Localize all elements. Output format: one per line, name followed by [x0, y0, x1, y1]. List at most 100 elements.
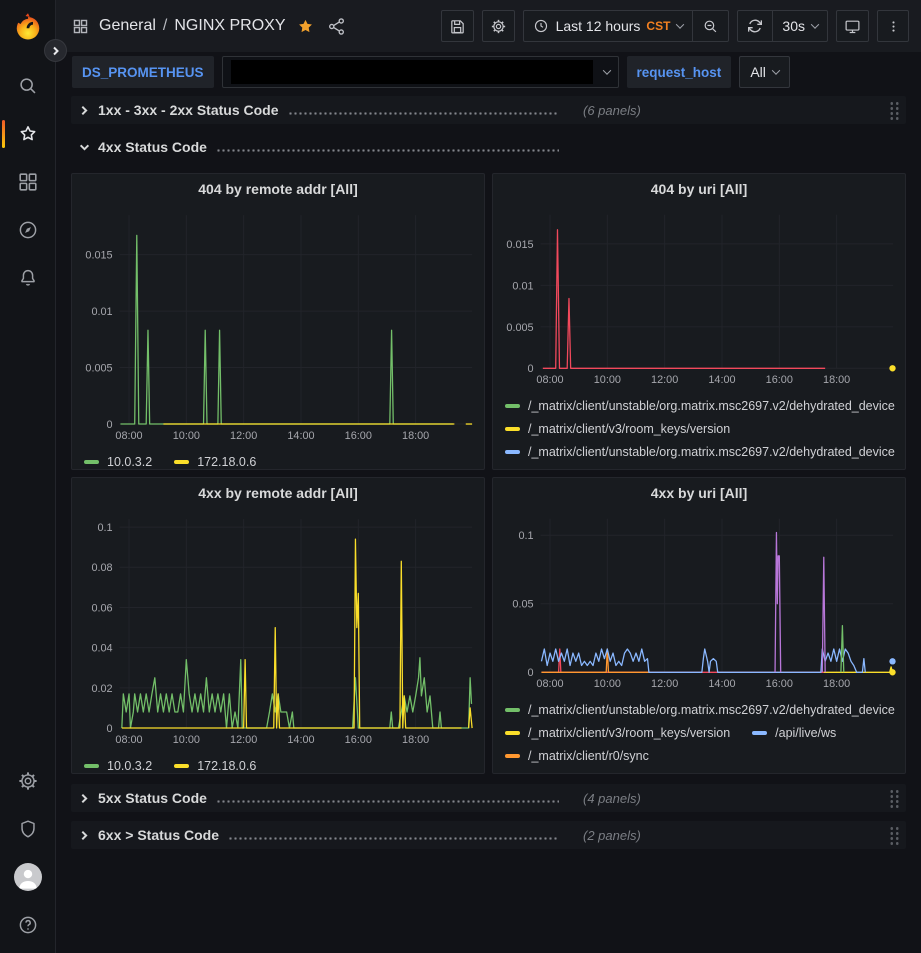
svg-text:0.005: 0.005	[85, 363, 112, 375]
legend-item[interactable]: /sw.js	[752, 468, 806, 470]
row-5xx[interactable]: 5xx Status Code (4 panels)	[71, 784, 906, 812]
sidebar-item-dashboards[interactable]	[0, 158, 55, 206]
legend-row: 10.0.3.2 172.18.0.6	[84, 754, 472, 773]
legend-item[interactable]: /_matrix/client/unstable/org.matrix.msc2…	[505, 399, 895, 413]
row-1xx-3xx-2xx[interactable]: 1xx - 3xx - 2xx Status Code (6 panels)	[71, 96, 906, 124]
user-icon	[18, 869, 37, 889]
legend-label: /_matrix/client/v3/room_keys/version	[528, 725, 731, 740]
share-dashboard-button[interactable]	[327, 17, 346, 36]
zoom-out-time-button[interactable]	[693, 11, 728, 41]
datasource-variable-select[interactable]	[221, 56, 619, 88]
sidebar-item-configuration[interactable]	[0, 757, 55, 805]
svg-text:12:00: 12:00	[230, 734, 257, 746]
legend-label: 10.0.3.2	[107, 758, 153, 773]
svg-text:08:00: 08:00	[536, 678, 563, 690]
legend-row: /_matrix/client/unstable/org.matrix.msc2…	[505, 394, 895, 417]
svg-text:08:00: 08:00	[115, 430, 142, 442]
legend-swatch-icon	[174, 459, 190, 464]
row-4xx[interactable]: 4xx Status Code	[71, 133, 906, 161]
save-dashboard-button[interactable]	[440, 10, 474, 42]
grafana-logo[interactable]	[11, 10, 45, 44]
row-6xx[interactable]: 6xx > Status Code (2 panels)	[71, 821, 906, 849]
gear-icon	[491, 19, 505, 33]
legend-item[interactable]: /api/live/ws	[752, 726, 836, 740]
dashboard-grid-icon	[72, 18, 89, 35]
legend-row: /_matrix/client/v3/room_keys/version/sw.…	[505, 463, 893, 470]
svg-text:0: 0	[107, 419, 113, 431]
time-series-chart[interactable]: 08:00 10:00 12:00 14:00 16:00 18:00 0 0.05 0.1	[495, 508, 903, 693]
top-navbar: General / NGINX PROXY	[56, 0, 921, 52]
time-series-chart[interactable]: 08:00 10:00 12:00 14:00 16:00 18:00 0 0.02 0.04 0…	[74, 508, 482, 749]
more-options-button[interactable]	[877, 10, 909, 42]
legend-item[interactable]: 10.0.3.2	[84, 455, 152, 469]
share-alt-icon	[328, 17, 344, 35]
legend-item[interactable]: /_matrix/client/v3/room_keys/version	[505, 422, 730, 436]
legend-item[interactable]: /_matrix/client/v3/room_keys/version	[505, 726, 730, 740]
dashboard-settings-button[interactable]	[481, 10, 515, 42]
row-drag-handle[interactable]	[889, 825, 900, 845]
legend-item[interactable]: 172.18.0.6	[174, 759, 256, 773]
sidebar-item-server-admin[interactable]	[0, 805, 55, 853]
legend-item[interactable]: /_matrix/client/unstable/org.matrix.msc2…	[505, 445, 895, 459]
svg-text:10:00: 10:00	[173, 430, 200, 442]
legend-label: /_matrix/client/unstable/org.matrix.msc2…	[528, 398, 895, 413]
svg-text:14:00: 14:00	[708, 678, 735, 690]
panel-legend: /_matrix/client/unstable/org.matrix.msc2…	[493, 698, 905, 773]
legend-label: /sw.js	[775, 468, 806, 470]
sidebar-item-help[interactable]	[0, 901, 55, 949]
legend-row: /_matrix/client/unstable/org.matrix.msc2…	[505, 440, 895, 463]
sidebar	[0, 0, 56, 953]
breadcrumb-section[interactable]: General	[99, 17, 156, 34]
panel-title[interactable]: 4xx by remote addr [All]	[198, 485, 358, 501]
chevron-down-icon	[602, 66, 611, 75]
bell-icon	[20, 269, 35, 286]
page-title: NGINX PROXY	[174, 17, 286, 34]
legend-label: /api/live/ws	[775, 725, 837, 740]
svg-text:18:00: 18:00	[823, 374, 850, 386]
svg-text:10:00: 10:00	[594, 374, 621, 386]
dotted-leader	[228, 833, 559, 843]
chevron-down-icon	[771, 66, 781, 75]
sidebar-item-profile[interactable]	[0, 853, 55, 901]
sidebar-expand-button[interactable]	[44, 39, 67, 62]
time-series-chart[interactable]: 08:00 10:00 12:00 14:00 16:00 18:00 0 0.005 0.01…	[74, 204, 482, 445]
legend-item[interactable]: /_matrix/client/unstable/org.matrix.msc2…	[505, 772, 895, 774]
timezone-label: CST	[646, 19, 671, 33]
refresh-interval-label: 30s	[782, 18, 805, 34]
navbar-actions: Last 12 hours CST	[440, 10, 909, 42]
legend-label: /_matrix/client/v3/room_keys/version	[528, 421, 731, 436]
legend-item[interactable]: /_matrix/client/v3/room_keys/version	[505, 468, 730, 470]
panel-title[interactable]: 4xx by uri [All]	[650, 485, 748, 501]
sidebar-item-search[interactable]	[0, 62, 55, 110]
group-divider	[772, 11, 774, 41]
panel-title[interactable]: 404 by remote addr [All]	[198, 181, 358, 197]
chevron-down-icon	[810, 20, 820, 29]
time-range-picker[interactable]: Last 12 hours CST	[524, 11, 693, 41]
panel-title[interactable]: 404 by uri [All]	[650, 181, 748, 197]
row-drag-handle[interactable]	[889, 788, 900, 808]
svg-text:0.005: 0.005	[506, 322, 533, 334]
svg-text:10:00: 10:00	[173, 734, 200, 746]
favorite-star-button[interactable]	[296, 17, 315, 36]
grafana-logo-icon	[16, 13, 39, 40]
legend-label: /_matrix/client/v3/room_keys/version	[528, 468, 730, 470]
refresh-interval-dropdown[interactable]: 30s	[773, 11, 827, 41]
sidebar-item-starred[interactable]	[0, 110, 55, 158]
legend-item[interactable]: /_matrix/client/unstable/org.matrix.msc2…	[505, 703, 895, 717]
sidebar-item-alerting[interactable]	[0, 254, 55, 302]
star-filled-icon	[298, 19, 312, 32]
svg-text:16:00: 16:00	[345, 734, 372, 746]
time-series-chart[interactable]: 08:00 10:00 12:00 14:00 16:00 18:00 0 0.005 0.01…	[495, 204, 903, 389]
refresh-button[interactable]	[738, 11, 772, 41]
svg-text:12:00: 12:00	[651, 678, 678, 690]
sidebar-item-explore[interactable]	[0, 206, 55, 254]
chevron-right-icon	[79, 830, 90, 841]
request-host-variable-select[interactable]: All	[739, 56, 790, 88]
legend-item[interactable]: 172.18.0.6	[174, 455, 256, 469]
row-head: 4xx Status Code	[77, 139, 569, 155]
tv-kiosk-button[interactable]	[836, 10, 869, 42]
legend-item[interactable]: /_matrix/client/r0/sync	[505, 749, 649, 763]
legend-item[interactable]: 10.0.3.2	[84, 759, 152, 773]
row-drag-handle[interactable]	[889, 100, 900, 120]
row-head: 5xx Status Code	[77, 790, 569, 806]
